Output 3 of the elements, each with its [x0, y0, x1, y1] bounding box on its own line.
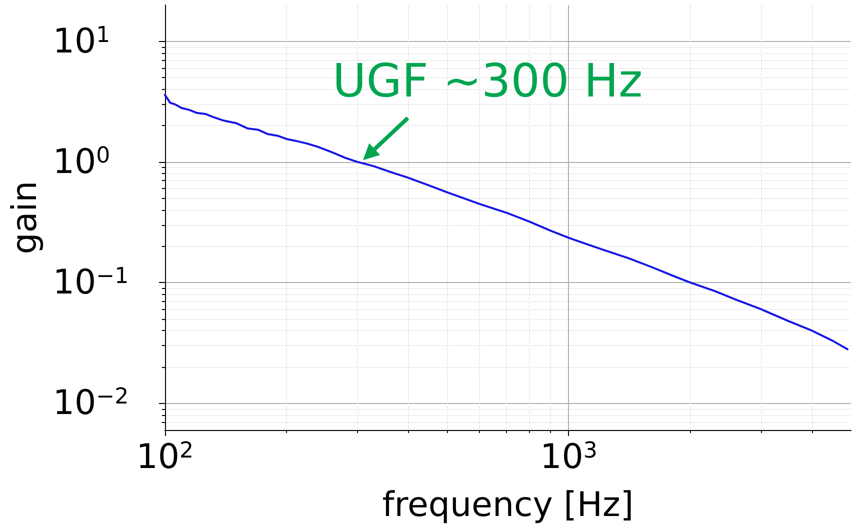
y-axis-title: gain	[5, 180, 45, 254]
x-axis-title: frequency [Hz]	[382, 485, 634, 525]
annotation: UGF ~300 Hz	[332, 53, 643, 108]
